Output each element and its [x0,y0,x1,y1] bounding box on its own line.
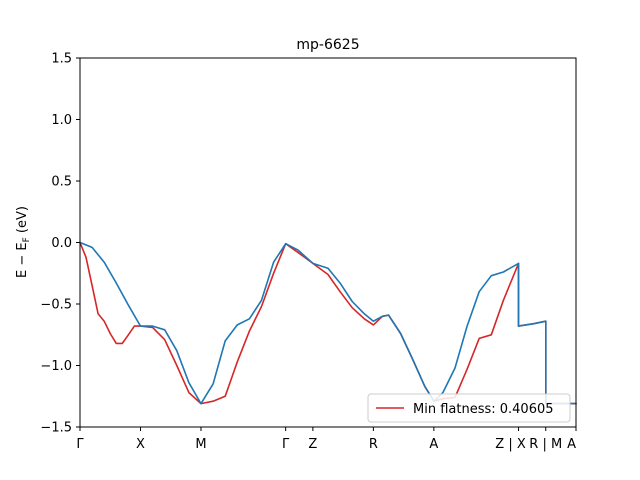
x-tick-label: M [195,437,206,452]
y-tick-label: 1.0 [51,113,72,128]
x-tick-label: A [429,437,438,452]
legend-label: Min flatness: 0.40605 [413,402,554,417]
y-tick-label: 1.5 [51,52,72,67]
y-tick-label: −0.5 [40,298,72,313]
y-tick-label: 0.0 [51,236,72,251]
series-line-1 [79,241,577,405]
x-tick-label: Z [308,437,317,452]
y-tick-label: −1.0 [40,359,72,374]
plot-frame [79,57,577,428]
plot-area [79,241,577,405]
x-tick-label: R | M [529,437,562,452]
y-axis-label: E − EF (eV) [15,206,32,278]
y-tick-label: 0.5 [51,175,72,190]
y-tick-label: −1.5 [40,421,72,436]
legend-box [367,393,571,423]
y-axis: 1.5 1.0 0.5 0.0 −0.5 −1.0 −1.5 [40,52,80,436]
x-tick-label: Γ [76,437,84,452]
legend: Min flatness: 0.40605 [367,393,571,423]
series-line-0 [79,241,577,405]
chart-title: mp-6625 [296,37,359,53]
x-tick-label: Γ [282,437,290,452]
x-tick-label: A [567,437,576,452]
x-tick-label: Z | X [495,437,526,452]
x-tick-label: R [369,437,378,452]
x-tick-label: X [136,437,145,452]
